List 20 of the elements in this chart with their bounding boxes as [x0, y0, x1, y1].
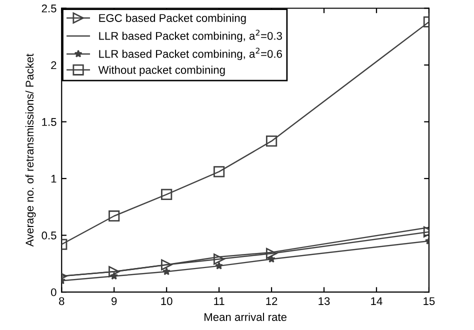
x-tick-label: 11	[214, 297, 224, 305]
legend-label: EGC based Packet combining	[99, 14, 246, 24]
y-tick-label: 0.5	[42, 232, 56, 240]
x-tick-label: 8	[59, 297, 64, 306]
legend-label: LLR based Packet combining, a$^{2}$=0.3	[99, 30, 282, 42]
x-tick-label: 15	[424, 297, 435, 306]
y-axis-title: Average no. of retransmissions/ Packet	[25, 54, 36, 247]
x-tick-label: 9	[112, 297, 117, 306]
x-tick-label: 13	[318, 297, 330, 306]
x-tick-label: 14	[371, 297, 382, 305]
legend-label: Without packet combining	[98, 66, 225, 76]
x-tick-label: 10	[161, 297, 172, 306]
legend-label: LLR based Packet combining, a$^{2}$=0.6	[99, 48, 282, 60]
y-tick-label: 0	[51, 288, 56, 296]
x-axis-title: Mean arrival rate	[204, 312, 286, 321]
y-tick-label: 2	[51, 61, 56, 70]
y-tick-label: 2.5	[42, 4, 56, 12]
y-tick-label: 1.5	[42, 118, 56, 126]
y-tick-label: 1	[51, 174, 56, 183]
x-tick-label: 12	[266, 297, 278, 305]
